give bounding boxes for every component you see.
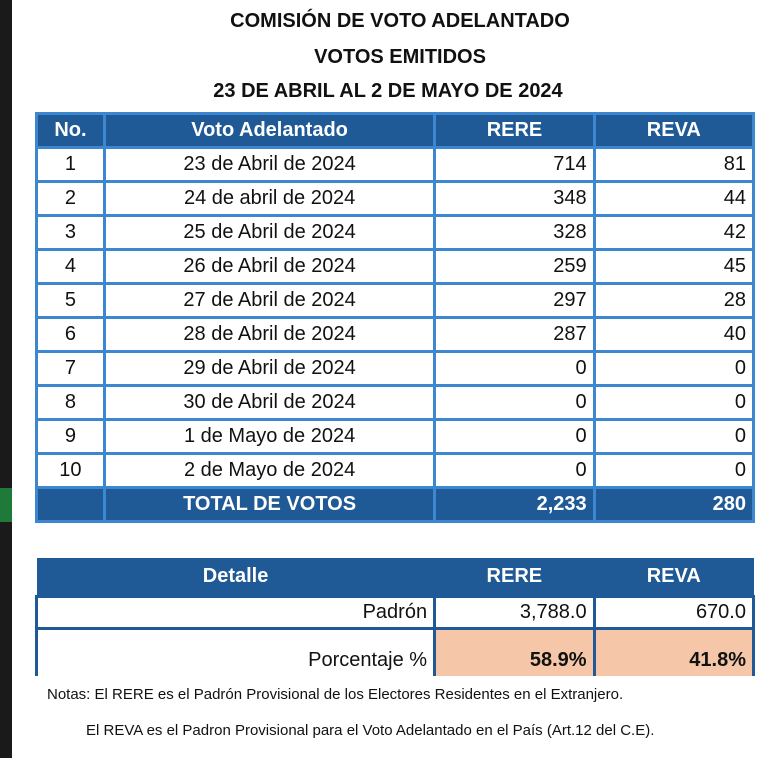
cell-rere: 0 xyxy=(433,452,596,489)
total-label: TOTAL DE VOTOS xyxy=(102,486,437,523)
cell-rere: 0 xyxy=(433,350,596,387)
header-rere: RERE xyxy=(433,112,596,149)
cell-no: 9 xyxy=(35,418,106,455)
table-row: 2 24 de abril de 2024 348 44 xyxy=(35,180,756,217)
table-row: 10 2 de Mayo de 2024 0 0 xyxy=(35,452,756,489)
cell-fecha: 27 de Abril de 2024 xyxy=(102,282,437,319)
cell-reva: 81 xyxy=(592,146,756,183)
table-row: 5 27 de Abril de 2024 297 28 xyxy=(35,282,756,319)
title-line-3: 23 DE ABRIL AL 2 DE MAYO DE 2024 xyxy=(213,80,563,102)
porcentaje-reva: 41.8% xyxy=(592,626,756,676)
header-reva: REVA xyxy=(592,112,756,149)
cell-reva: 45 xyxy=(592,248,756,285)
cell-reva: 28 xyxy=(592,282,756,319)
cell-reva: 0 xyxy=(592,384,756,421)
cell-rere: 328 xyxy=(433,214,596,251)
cell-fecha: 26 de Abril de 2024 xyxy=(102,248,437,285)
table-row: 3 25 de Abril de 2024 328 42 xyxy=(35,214,756,251)
cell-rere: 714 xyxy=(433,146,596,183)
cell-no: 7 xyxy=(35,350,106,387)
detail-table: Detalle RERE REVA Padrón 3,788.0 670.0 P… xyxy=(34,558,756,676)
table-row: 4 26 de Abril de 2024 259 45 xyxy=(35,248,756,285)
table-row: 8 30 de Abril de 2024 0 0 xyxy=(35,384,756,421)
cell-fecha: 24 de abril de 2024 xyxy=(102,180,437,217)
cell-no: 6 xyxy=(35,316,106,353)
porcentaje-label: Porcentaje % xyxy=(34,626,437,676)
table-row: 1 23 de Abril de 2024 714 81 xyxy=(35,146,756,183)
cell-reva: 0 xyxy=(592,452,756,489)
cell-no: 3 xyxy=(35,214,106,251)
total-rere: 2,233 xyxy=(433,486,596,523)
cell-fecha: 30 de Abril de 2024 xyxy=(102,384,437,421)
cell-reva: 40 xyxy=(592,316,756,353)
padron-label: Padrón xyxy=(34,594,437,630)
cell-fecha: 2 de Mayo de 2024 xyxy=(102,452,437,489)
left-edge-strip xyxy=(0,0,12,758)
cell-reva: 44 xyxy=(592,180,756,217)
cell-rere: 0 xyxy=(433,384,596,421)
padron-rere: 3,788.0 xyxy=(433,594,596,630)
table-row: 7 29 de Abril de 2024 0 0 xyxy=(35,350,756,387)
total-reva: 280 xyxy=(592,486,756,523)
porcentaje-rere: 58.9% xyxy=(433,626,596,676)
cell-rere: 297 xyxy=(433,282,596,319)
cell-rere: 348 xyxy=(433,180,596,217)
cell-no: 5 xyxy=(35,282,106,319)
votes-table: No. Voto Adelantado RERE REVA 1 23 de Abr… xyxy=(35,112,756,523)
total-row: TOTAL DE VOTOS 2,233 280 xyxy=(35,486,756,523)
cell-fecha: 29 de Abril de 2024 xyxy=(102,350,437,387)
title-line-2: VOTOS EMITIDOS xyxy=(314,46,486,68)
padron-reva: 670.0 xyxy=(592,594,756,630)
cell-fecha: 23 de Abril de 2024 xyxy=(102,146,437,183)
total-blank xyxy=(35,486,106,523)
cell-no: 1 xyxy=(35,146,106,183)
header-detalle: Detalle xyxy=(36,558,435,596)
cell-reva: 0 xyxy=(592,350,756,387)
cell-rere: 259 xyxy=(433,248,596,285)
cell-rere: 287 xyxy=(433,316,596,353)
cell-reva: 42 xyxy=(592,214,756,251)
title-line-1: COMISIÓN DE VOTO ADELANTADO xyxy=(230,10,570,32)
padron-row: Padrón 3,788.0 670.0 xyxy=(34,594,756,630)
cell-fecha: 28 de Abril de 2024 xyxy=(102,316,437,353)
cell-no: 8 xyxy=(35,384,106,421)
cell-fecha: 25 de Abril de 2024 xyxy=(102,214,437,251)
header-reva: REVA xyxy=(594,558,754,596)
note-reva: El REVA es el Padron Provisional para el… xyxy=(86,722,655,739)
cell-fecha: 1 de Mayo de 2024 xyxy=(102,418,437,455)
cell-no: 4 xyxy=(35,248,106,285)
cell-rere: 0 xyxy=(433,418,596,455)
porcentaje-row: Porcentaje % 58.9% 41.8% xyxy=(34,626,756,676)
cell-no: 2 xyxy=(35,180,106,217)
header-no: No. xyxy=(35,112,106,149)
green-marker xyxy=(0,488,12,522)
header-rere: RERE xyxy=(434,558,595,596)
cell-reva: 0 xyxy=(592,418,756,455)
cell-no: 10 xyxy=(35,452,106,489)
table-row: 6 28 de Abril de 2024 287 40 xyxy=(35,316,756,353)
note-rere: Notas: El RERE es el Padrón Provisional … xyxy=(47,686,624,703)
header-voto: Voto Adelantado xyxy=(102,112,437,149)
